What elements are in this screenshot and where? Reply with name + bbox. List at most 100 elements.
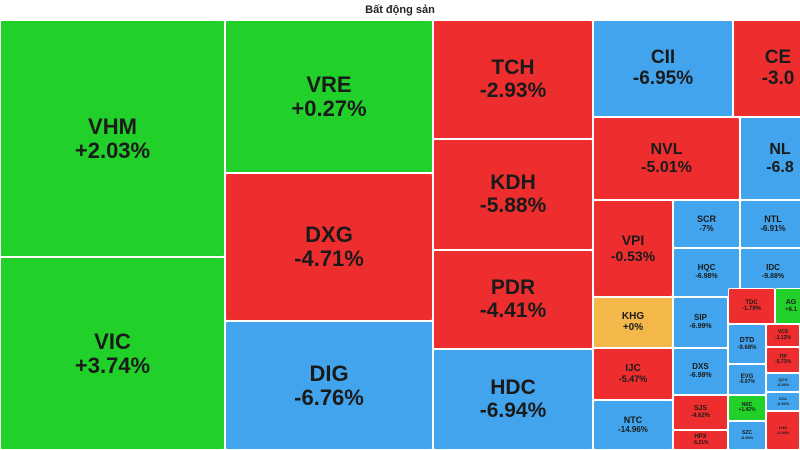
- tile-change: -1.79%: [741, 306, 761, 312]
- tile-change: -7%: [699, 223, 714, 233]
- tile-symbol: KDH: [490, 170, 536, 194]
- tile-qcg[interactable]: QCG -6.94%: [766, 373, 800, 392]
- tile-hdc[interactable]: HDC -6.94%: [433, 349, 593, 450]
- tile-change: +1.42%: [738, 407, 756, 413]
- chart-title: Bất động sản: [365, 4, 435, 16]
- tile-change: -6.94%: [776, 429, 790, 435]
- tile-symbol: CCL: [778, 396, 788, 402]
- tile-change: -5.88%: [479, 193, 547, 217]
- tile-scr[interactable]: SCR -7%: [673, 200, 740, 248]
- tile-ce[interactable]: CE -3.0: [733, 20, 800, 117]
- tile-symbol: SZC: [742, 429, 752, 436]
- tile-symbol: TIP: [779, 353, 787, 360]
- tile-symbol: KHG: [621, 310, 645, 322]
- tile-change: -6.92%: [776, 400, 790, 406]
- tile-ccl[interactable]: CCL -6.92%: [766, 392, 800, 411]
- tile-symbol: VRE: [306, 71, 352, 97]
- tile-cii[interactable]: CII -6.95%: [593, 20, 733, 117]
- tile-change: -6.99%: [689, 323, 712, 331]
- tile-change: +3.74%: [74, 352, 151, 378]
- tile-vhm[interactable]: VHM +2.03%: [0, 20, 225, 257]
- tile-symbol: DTD: [739, 336, 755, 344]
- tile-symbol: NVL: [650, 141, 683, 159]
- tile-symbol: HPX: [694, 434, 707, 441]
- tile-symbol: VPI: [621, 232, 645, 249]
- tile-symbol: VIC: [94, 328, 131, 354]
- tile-szc[interactable]: SZC -6.94%: [728, 421, 766, 450]
- tile-symbol: EVG: [740, 373, 754, 380]
- tile-change: -9.88%: [761, 273, 785, 281]
- tile-lhg[interactable]: LHG -6.94%: [766, 411, 800, 450]
- tile-symbol: TCH: [491, 55, 535, 79]
- tile-vre[interactable]: VRE +0.27%: [225, 20, 433, 173]
- tile-symbol: QCG: [778, 377, 788, 383]
- tile-vcs[interactable]: VCS -1.12%: [766, 324, 800, 347]
- tile-symbol: PDR: [490, 275, 536, 299]
- tile-ijc[interactable]: IJC -5.47%: [593, 348, 673, 400]
- tile-change: -6.94%: [479, 398, 547, 422]
- tile-dig[interactable]: DIG -6.76%: [225, 321, 433, 450]
- tile-ntl[interactable]: NTL -6.91%: [740, 200, 800, 248]
- tile-pdr[interactable]: PDR -4.41%: [433, 250, 593, 349]
- tile-change: +0.27%: [291, 95, 367, 121]
- tile-nvl[interactable]: NVL -5.01%: [593, 117, 740, 200]
- tile-symbol: SIP: [694, 313, 707, 323]
- tile-change: -6.8: [766, 158, 794, 176]
- tile-symbol: IJC: [625, 362, 641, 374]
- tile-symbol: DXG: [305, 222, 353, 248]
- tile-tdc[interactable]: TDC -1.79%: [728, 288, 775, 324]
- tile-change: +6.1: [785, 306, 797, 313]
- tile-khg[interactable]: KHG +0%: [593, 297, 673, 348]
- tile-nrc[interactable]: NRC +1.42%: [728, 395, 766, 421]
- tile-nl[interactable]: NL -6.8: [740, 117, 800, 200]
- treemap: VHM +2.03% VIC +3.74% VRE +0.27% DXG -4.71% DIG -…: [0, 20, 800, 450]
- tile-change: -5.71%: [775, 359, 791, 365]
- tile-change: +0%: [622, 321, 644, 333]
- tile-change: -9.68%: [737, 344, 757, 351]
- tile-ntc[interactable]: NTC -14.96%: [593, 400, 673, 450]
- tile-vpi[interactable]: VPI -0.53%: [593, 200, 673, 297]
- tile-symbol: NRC: [741, 401, 753, 408]
- tile-change: -2.93%: [479, 78, 547, 102]
- tile-symbol: LHG: [778, 425, 788, 431]
- tile-symbol: CE: [764, 46, 792, 68]
- tile-symbol: CII: [650, 46, 676, 68]
- tile-symbol: HQC: [697, 263, 716, 273]
- tile-symbol: SCR: [696, 213, 716, 224]
- tile-change: -14.96%: [618, 424, 648, 434]
- tile-change: -4.71%: [294, 246, 364, 271]
- tile-change: -6.94%: [740, 435, 754, 441]
- tile-symbol: VHM: [88, 113, 137, 139]
- tile-tip[interactable]: TIP -5.71%: [766, 347, 800, 373]
- tile-sjs[interactable]: SJS -4.62%: [673, 395, 728, 430]
- tile-evg[interactable]: EVG -6.97%: [728, 364, 766, 395]
- tile-change: +2.03%: [74, 137, 151, 163]
- tile-symbol: DIG: [309, 360, 349, 386]
- tile-symbol: SJS: [693, 405, 708, 413]
- tile-dxg[interactable]: DXG -4.71%: [225, 173, 433, 321]
- tile-symbol: HDC: [490, 375, 536, 399]
- tile-change: -5.47%: [618, 373, 648, 384]
- tile-change: -6.98%: [695, 273, 718, 281]
- tile-sip[interactable]: SIP -6.99%: [673, 297, 728, 348]
- tile-vic[interactable]: VIC +3.74%: [0, 257, 225, 450]
- tile-change: -6.95%: [632, 67, 694, 89]
- tile-symbol: AG: [785, 298, 797, 306]
- tile-change: -3.0: [761, 67, 795, 89]
- tile-symbol: NTC: [623, 414, 643, 425]
- tile-dxs[interactable]: DXS -6.98%: [673, 348, 728, 395]
- tile-change: -6.91%: [760, 223, 786, 233]
- tile-symbol: IDC: [766, 263, 780, 273]
- tile-change: -5.21%: [692, 439, 709, 446]
- tile-hqc[interactable]: HQC -6.98%: [673, 248, 740, 297]
- tile-symbol: NL: [769, 141, 791, 159]
- tile-dtd[interactable]: DTD -9.68%: [728, 324, 766, 364]
- tile-change: -6.98%: [689, 372, 712, 380]
- tile-ag[interactable]: AG +6.1: [775, 288, 800, 324]
- tile-change: -1.12%: [775, 334, 791, 341]
- tile-kdh[interactable]: KDH -5.88%: [433, 139, 593, 250]
- tile-change: -6.94%: [776, 381, 790, 387]
- tile-tch[interactable]: TCH -2.93%: [433, 20, 593, 139]
- tile-hpx[interactable]: HPX -5.21%: [673, 430, 728, 450]
- tile-symbol: DXS: [692, 362, 709, 372]
